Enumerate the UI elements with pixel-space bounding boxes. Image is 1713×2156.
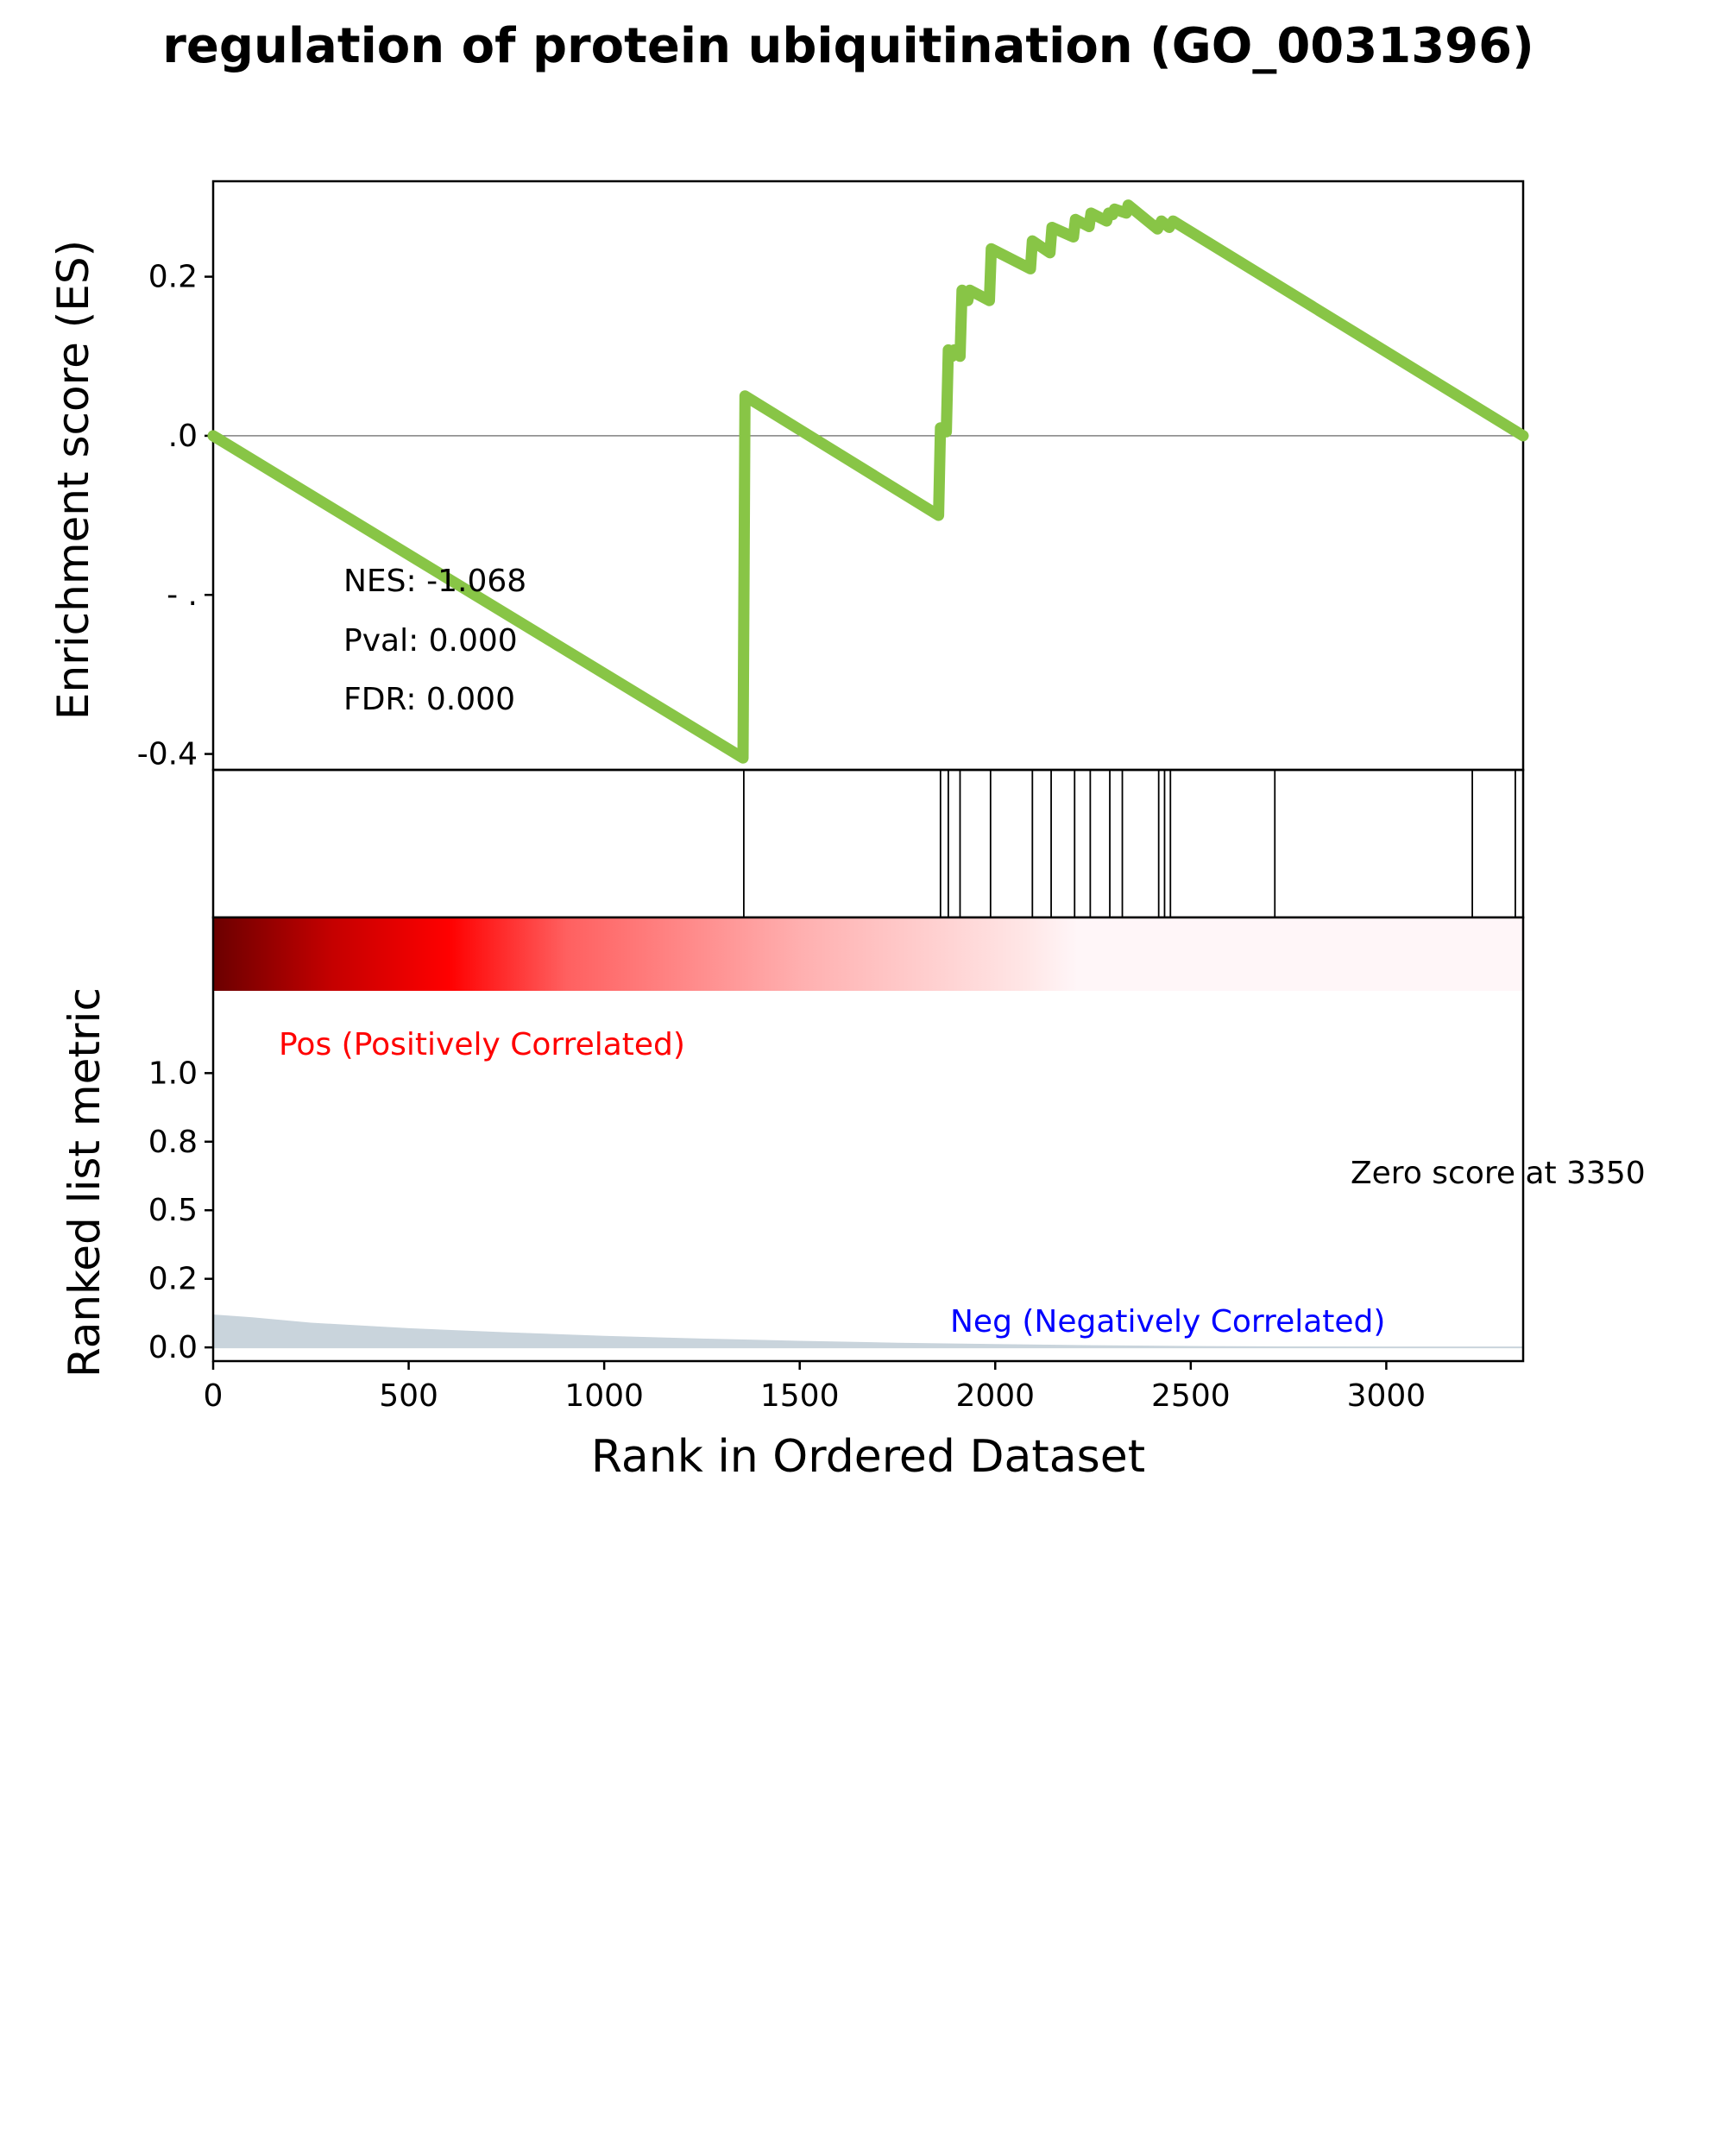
es-y-tick-label: - .	[167, 577, 198, 613]
metric-y-tick-label: 0.0	[148, 1330, 198, 1365]
x-tick-label: 1500	[760, 1378, 840, 1414]
x-axis-ticks: 0 500 1000 1500 2000 2500 3000	[204, 1361, 1426, 1414]
metric-y-tick-label: 0.2	[148, 1262, 198, 1297]
x-axis-label: Rank in Ordered Dataset	[591, 1431, 1145, 1483]
hit-lines	[743, 770, 1516, 917]
es-curve	[207, 199, 1529, 764]
pos-label: Pos (Positively Correlated)	[279, 1027, 685, 1062]
es-y-tick-label: 0.2	[148, 260, 198, 295]
hits-panel	[211, 768, 1525, 919]
es-y-tick-label: .0	[168, 419, 198, 454]
x-tick-label: 2500	[1151, 1378, 1231, 1414]
x-tick-label: 1000	[564, 1378, 644, 1414]
x-tick-label: 0	[204, 1378, 224, 1414]
es-y-tick-label: -0.4	[137, 737, 198, 772]
metric-panel-frame	[211, 916, 1525, 1363]
metric-panel: 0.0 0.2 0.5 0.8 1.0 Pos (Positively Correlat…	[60, 916, 1646, 1377]
chart-title: regulation of protein ubiquitination (GO…	[162, 18, 1534, 74]
zero-score-label: Zero score at 3350	[1351, 1156, 1646, 1191]
metric-y-tick-label: 0.8	[148, 1125, 198, 1160]
metric-y-ticks: 0.0 0.2 0.5 0.8 1.0	[148, 1056, 213, 1365]
x-tick-label: 2000	[955, 1378, 1035, 1414]
metric-y-tick-label: 0.5	[148, 1193, 198, 1228]
hits-panel-frame	[211, 768, 1525, 919]
es-panel: 0.2 .0 - . -0.4 NES: -1.068 Pval: 0.000 FDR…	[48, 180, 1529, 772]
color-bar	[213, 917, 1523, 991]
es-stat-pval: Pval: 0.000	[343, 623, 518, 659]
neg-label: Neg (Negatively Correlated)	[950, 1304, 1385, 1340]
es-stat-nes: NES: -1.068	[343, 564, 526, 599]
metric-y-tick-label: 1.0	[148, 1056, 198, 1091]
metric-y-axis-label: Ranked list metric	[60, 987, 110, 1377]
es-y-axis-label: Enrichment score (ES)	[48, 240, 98, 720]
es-y-ticks: 0.2 .0 - . -0.4	[137, 260, 213, 772]
x-tick-label: 500	[379, 1378, 438, 1414]
es-stat-fdr: FDR: 0.000	[343, 682, 515, 717]
x-tick-label: 3000	[1347, 1378, 1426, 1414]
metric-area	[213, 1314, 1523, 1348]
